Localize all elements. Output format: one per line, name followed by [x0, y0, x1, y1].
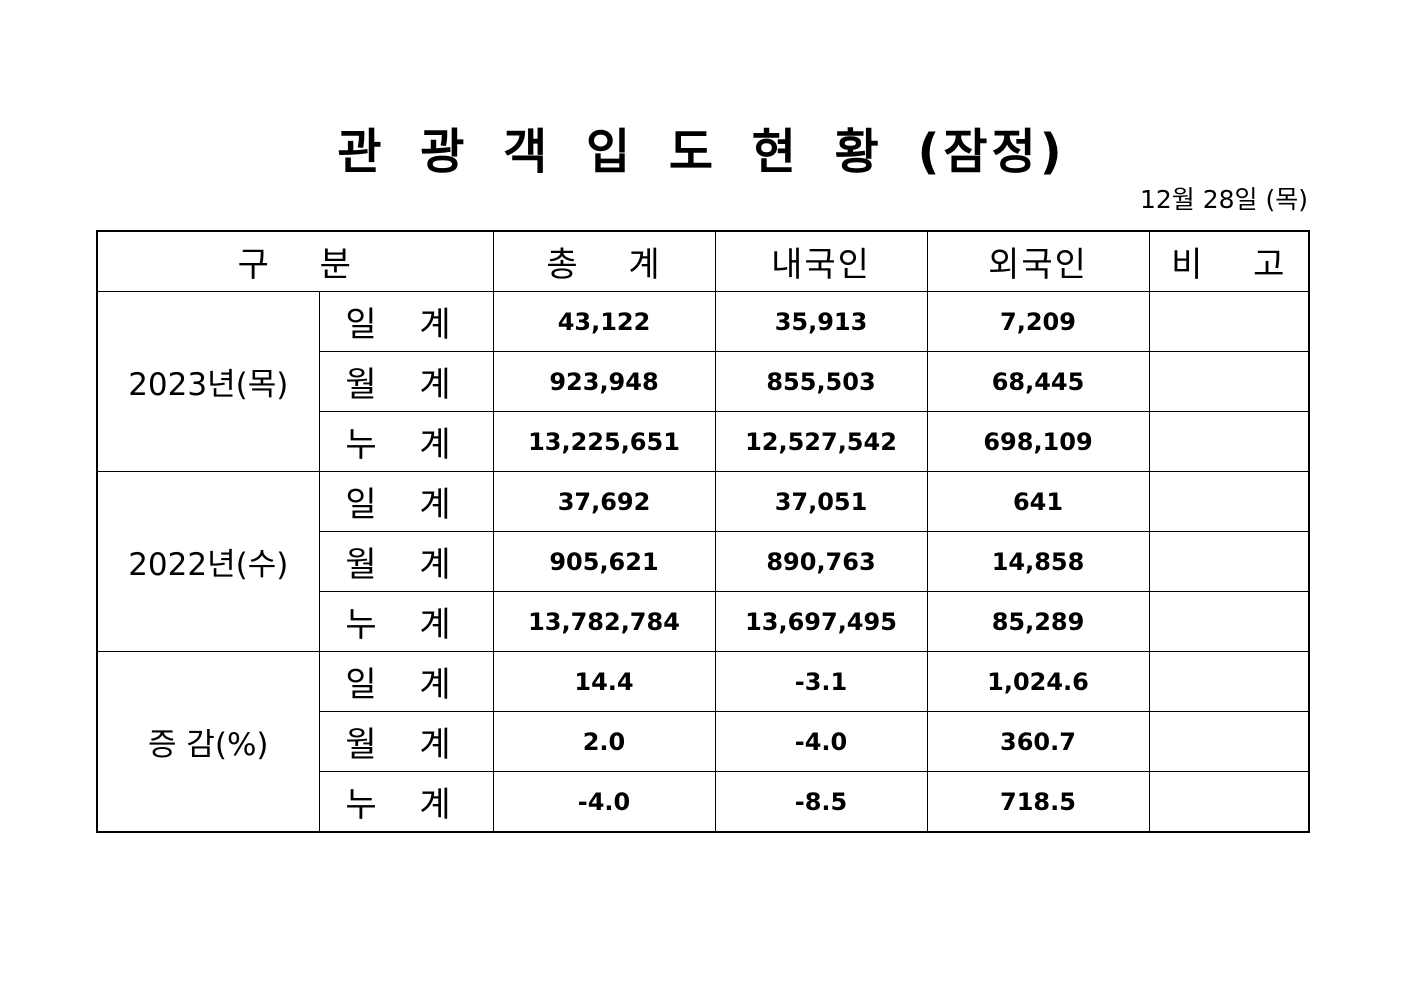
- table-row: 누 계 13,782,784 13,697,495 85,289: [97, 591, 1310, 652]
- domestic-cell: 890,763: [714, 531, 928, 592]
- row-label: 월 계: [318, 711, 494, 772]
- total-cell: 905,621: [492, 531, 716, 592]
- row-label: 누 계: [318, 411, 494, 472]
- total-cell: 923,948: [492, 351, 716, 412]
- domestic-cell: 12,527,542: [714, 411, 928, 472]
- visitor-table: 구 분 총 계 내국인 외국인 비 고 2023년(목) 일 계 43,122 35,…: [96, 230, 1310, 833]
- table-row: 월 계 905,621 890,763 14,858: [97, 531, 1310, 592]
- row-label: 월 계: [318, 531, 494, 592]
- table-row: 2022년(수) 일 계 37,692 37,051 641: [96, 471, 1310, 652]
- foreign-cell: 7,209: [926, 291, 1150, 352]
- note-cell: [1148, 351, 1310, 412]
- header-foreign: 외국인: [926, 230, 1150, 292]
- group-label: 2023년(목): [96, 291, 320, 472]
- table-row: 2023년(목) 일 계 43,122 35,913 7,209: [96, 291, 1310, 472]
- group-label: 2022년(수): [96, 471, 320, 652]
- note-cell: [1148, 531, 1310, 592]
- foreign-cell: 360.7: [926, 711, 1150, 772]
- foreign-cell: 68,445: [926, 351, 1150, 412]
- header-note: 비 고: [1148, 230, 1310, 292]
- domestic-cell: 37,051: [714, 471, 928, 532]
- foreign-cell: 85,289: [926, 591, 1150, 652]
- header-row: 구 분 총 계 내국인 외국인 비 고: [96, 230, 1310, 292]
- note-cell: [1148, 591, 1310, 652]
- total-cell: 43,122: [492, 291, 716, 352]
- note-cell: [1148, 651, 1310, 712]
- note-cell: [1148, 291, 1310, 352]
- total-cell: 13,225,651: [492, 411, 716, 472]
- table-row: 누 계 13,225,651 12,527,542 698,109: [97, 411, 1310, 472]
- page-title: 관 광 객 입 도 현 황 (잠정): [337, 124, 1066, 180]
- foreign-cell: 1,024.6: [926, 651, 1150, 712]
- note-cell: [1148, 471, 1310, 532]
- row-label: 누 계: [318, 591, 494, 652]
- note-cell: [1148, 711, 1310, 772]
- domestic-cell: -3.1: [714, 651, 928, 712]
- header-total: 총 계: [492, 230, 716, 292]
- header-category: 구 분: [96, 230, 494, 292]
- row-label: 일 계: [318, 291, 494, 352]
- table-row: 증 감(%) 일 계 14.4 -3.1 1,024.6: [96, 651, 1310, 833]
- total-cell: 14.4: [492, 651, 716, 712]
- row-label: 일 계: [318, 471, 494, 532]
- table-row: 월 계 2.0 -4.0 360.7: [97, 711, 1310, 772]
- note-cell: [1148, 771, 1310, 833]
- foreign-cell: 698,109: [926, 411, 1150, 472]
- total-cell: 2.0: [492, 711, 716, 772]
- group-label: 증 감(%): [96, 651, 320, 833]
- domestic-cell: 855,503: [714, 351, 928, 412]
- domestic-cell: -8.5: [714, 771, 928, 833]
- total-cell: 13,782,784: [492, 591, 716, 652]
- domestic-cell: 13,697,495: [714, 591, 928, 652]
- row-label: 누 계: [318, 771, 494, 833]
- table-row: 누 계 -4.0 -8.5 718.5: [97, 771, 1310, 833]
- note-cell: [1148, 411, 1310, 472]
- foreign-cell: 14,858: [926, 531, 1150, 592]
- row-label: 월 계: [318, 351, 494, 412]
- header-domestic: 내국인: [714, 230, 928, 292]
- total-cell: 37,692: [492, 471, 716, 532]
- report-date: 12월 28일 (목): [1139, 185, 1308, 214]
- total-cell: -4.0: [492, 771, 716, 833]
- row-label: 일 계: [318, 651, 494, 712]
- foreign-cell: 641: [926, 471, 1150, 532]
- domestic-cell: 35,913: [714, 291, 928, 352]
- domestic-cell: -4.0: [714, 711, 928, 772]
- foreign-cell: 718.5: [926, 771, 1150, 833]
